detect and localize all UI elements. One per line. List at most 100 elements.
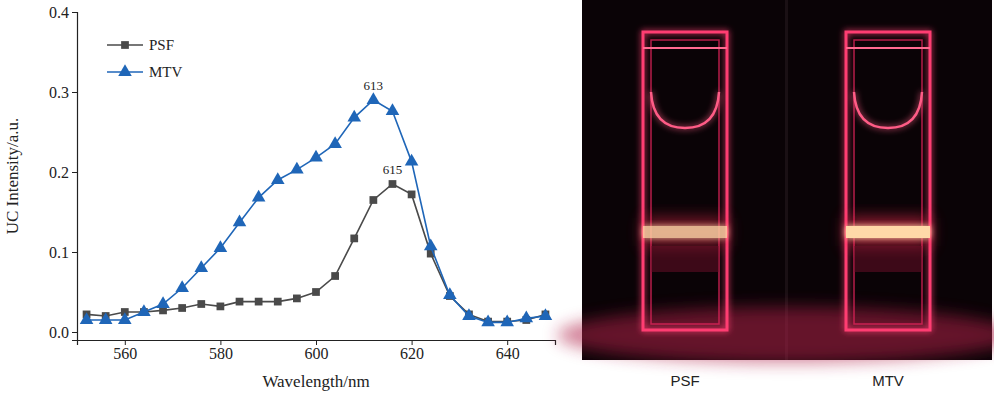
series-marker (178, 304, 186, 312)
series-marker (80, 312, 94, 324)
legend-label: PSF (149, 37, 174, 53)
x-tick-mark (125, 340, 126, 345)
y-tick-label: 0.0 (49, 324, 69, 341)
photo-divider (785, 0, 788, 360)
series-marker (312, 288, 320, 296)
y-axis: 0.0 0.1 0.2 0.3 0.4 (49, 4, 78, 341)
x-tick: 580 (209, 340, 233, 362)
cuvette-outer (846, 32, 930, 330)
series-marker (194, 260, 208, 272)
series-marker (197, 300, 205, 308)
cuvette (643, 32, 727, 330)
series-marker (214, 240, 228, 252)
x-tick-label: 620 (400, 345, 424, 362)
legend-marker (121, 41, 129, 49)
legend-item: MTV (107, 64, 183, 80)
series-marker (137, 304, 151, 316)
cuvette-inner (651, 40, 719, 324)
photo-label: PSF (670, 372, 699, 389)
series-marker (350, 235, 358, 243)
x-tick: 560 (113, 340, 137, 362)
cuvette-rim (846, 47, 930, 49)
series-marker (274, 298, 282, 306)
y-tick: 0.1 (49, 244, 77, 261)
photo-background (582, 0, 992, 360)
laser-band (846, 226, 930, 238)
series-marker (233, 215, 247, 227)
y-axis-line (72, 13, 78, 341)
meniscus (651, 92, 719, 128)
series-marker (424, 239, 438, 251)
series-marker (331, 272, 339, 280)
legend-label: MTV (149, 64, 183, 80)
series-marker (405, 154, 419, 166)
series-marker (255, 298, 263, 306)
series-marker (443, 287, 457, 299)
plot-area (80, 92, 552, 326)
series-marker (520, 311, 534, 323)
x-tick-label: 600 (305, 345, 329, 362)
series-line (87, 184, 546, 322)
y-tick: 0.2 (49, 164, 77, 181)
lower-glow (854, 246, 922, 272)
series-marker (462, 308, 476, 320)
cuvette (846, 32, 930, 330)
x-tick-label: 560 (113, 345, 137, 362)
series-marker (481, 315, 495, 327)
series-marker (118, 312, 132, 324)
series-marker (539, 308, 553, 320)
x-tick-label: 580 (209, 345, 233, 362)
x-tick-mark (507, 340, 508, 345)
series-marker (99, 312, 113, 324)
meniscus (854, 92, 922, 128)
series-marker (290, 162, 304, 174)
series-marker (500, 315, 514, 327)
series-marker (271, 172, 285, 184)
series-marker (347, 110, 361, 122)
x-tick: 640 (496, 340, 520, 362)
photo-label: MTV (872, 372, 904, 389)
legend: PSF MTV (107, 37, 183, 80)
series-marker (389, 180, 397, 188)
series-marker (328, 136, 342, 148)
y-tick-mark (72, 92, 77, 93)
x-axis-line (78, 341, 556, 346)
y-tick-mark (72, 332, 77, 333)
x-tick-mark (412, 340, 413, 345)
photo (557, 0, 994, 363)
y-tick-label: 0.1 (49, 244, 69, 261)
legend-marker (118, 64, 132, 76)
y-tick: 0.4 (49, 4, 77, 21)
series-marker (156, 296, 170, 308)
y-tick-mark (72, 172, 77, 173)
x-tick: 600 (305, 340, 329, 362)
x-axis: 560 580 600 620 640 (78, 340, 556, 362)
legend-item: PSF (107, 37, 174, 53)
series-marker (408, 191, 416, 199)
floor-glow (557, 307, 994, 363)
x-tick-label: 640 (496, 345, 520, 362)
annotation: 613 (364, 78, 384, 93)
series-marker (252, 190, 266, 202)
x-axis-title: Wavelength/nm (262, 372, 369, 391)
y-tick-label: 0.3 (49, 84, 69, 101)
laser-halo (846, 218, 930, 246)
y-tick: 0.3 (49, 84, 77, 101)
y-tick-mark (72, 12, 77, 13)
series-marker (236, 298, 244, 306)
series-marker (367, 92, 381, 104)
x-tick: 620 (400, 340, 424, 362)
series-marker (217, 303, 225, 311)
cuvette-inner (854, 40, 922, 324)
cuvette-rim (643, 47, 727, 49)
lower-glow (651, 246, 719, 272)
y-axis-title: UC Intensity/a.u. (3, 118, 22, 235)
y-tick: 0.0 (49, 324, 77, 341)
laser-halo (643, 218, 727, 246)
series-marker (293, 295, 301, 303)
series-line (87, 100, 546, 322)
y-tick-mark (72, 252, 77, 253)
annotation: 615 (383, 162, 403, 177)
x-tick-mark (220, 340, 221, 345)
laser-band (643, 226, 727, 238)
